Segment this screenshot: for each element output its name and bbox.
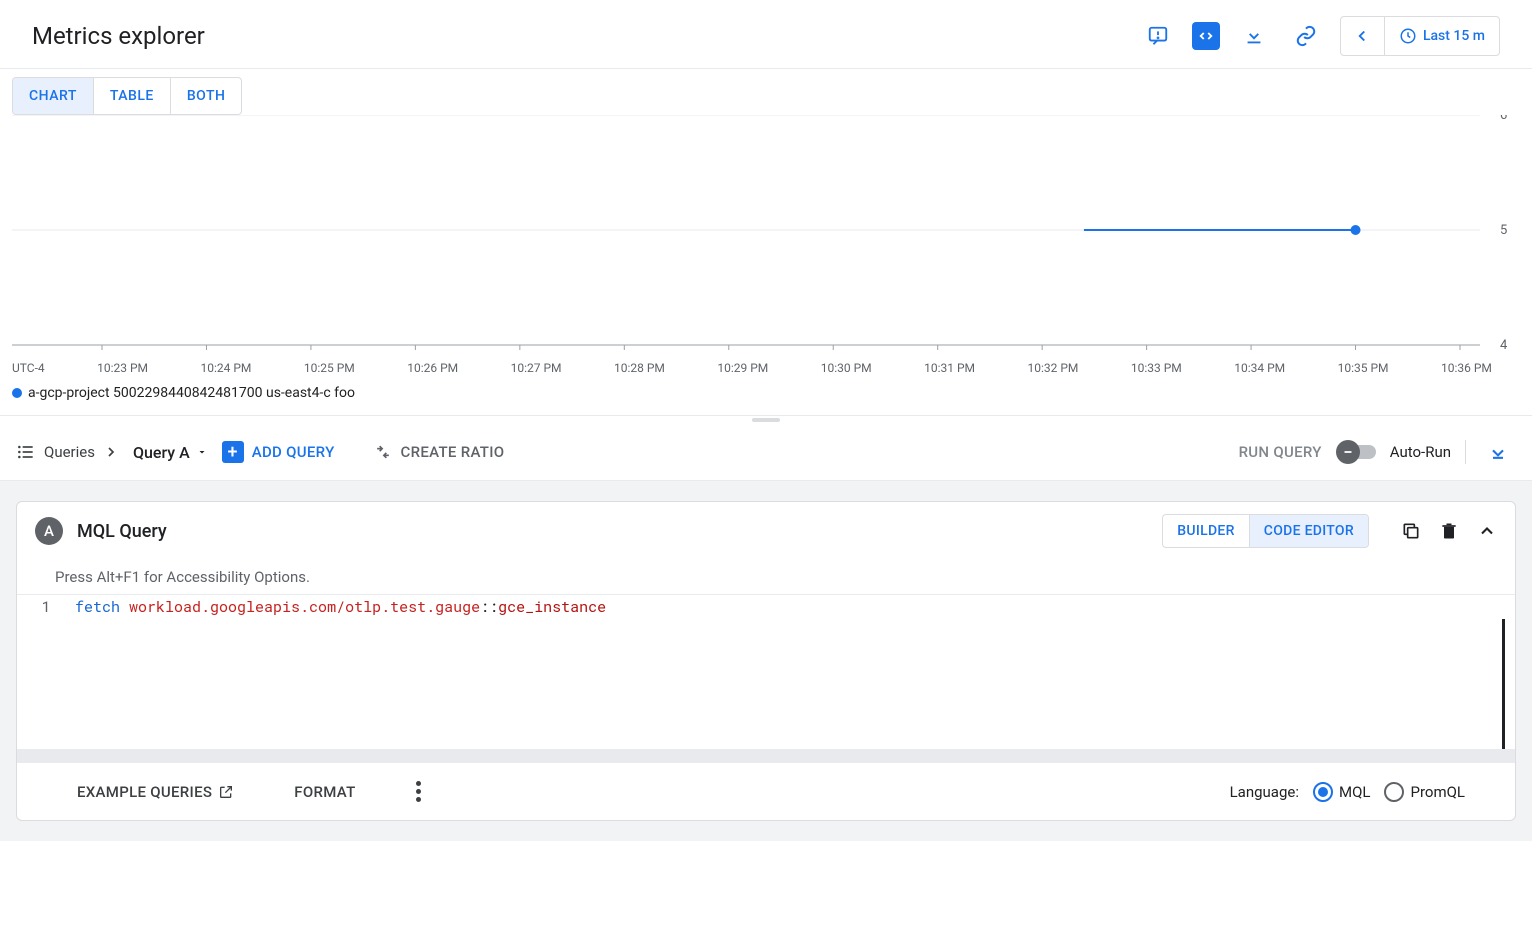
tab-table[interactable]: TABLE (93, 78, 170, 114)
code-editor-mode-button[interactable]: CODE EDITOR (1249, 515, 1368, 547)
auto-run-label: Auto-Run (1390, 443, 1451, 461)
x-tick: 10:33 PM (1131, 361, 1182, 375)
x-tick: 10:34 PM (1234, 361, 1285, 375)
add-query-button[interactable]: + ADD QUERY (222, 441, 335, 463)
collapse-panel-icon[interactable] (1477, 521, 1497, 541)
create-ratio-button[interactable]: CREATE RATIO (373, 442, 505, 462)
panel-badge: A (35, 517, 63, 545)
example-queries-button[interactable]: EXAMPLE QUERIES (77, 783, 234, 801)
x-tick: 10:36 PM (1441, 361, 1492, 375)
code-line: 1 fetch workload.googleapis.com/otlp.tes… (17, 595, 1515, 619)
header: Metrics explorer Last 15 m (0, 0, 1532, 69)
create-ratio-label: CREATE RATIO (401, 443, 505, 461)
panel-icons (1401, 521, 1497, 541)
x-tick: 10:30 PM (821, 361, 872, 375)
x-tick: 10:29 PM (717, 361, 768, 375)
queries-label[interactable]: Queries (16, 442, 119, 462)
x-tick: 10:23 PM (97, 361, 148, 375)
query-panel-a: A MQL Query BUILDER CODE EDITOR Press Al… (16, 501, 1516, 821)
time-range-selector[interactable]: Last 15 m (1385, 17, 1499, 55)
code-spacer (17, 619, 1505, 749)
panel-title: MQL Query (77, 521, 167, 542)
add-query-label: ADD QUERY (252, 443, 335, 461)
divider (1465, 440, 1466, 464)
x-tick: 10:31 PM (924, 361, 975, 375)
chart-area: 4 5 6 (12, 115, 1520, 355)
view-tabs: CHART TABLE BOTH (0, 69, 1532, 115)
clock-icon (1399, 27, 1417, 45)
chart-svg[interactable]: 4 5 6 (12, 115, 1520, 355)
chevron-right-icon (103, 444, 119, 460)
svg-text:5: 5 (1500, 223, 1507, 238)
line-number: 1 (17, 597, 75, 617)
copy-icon[interactable] (1401, 521, 1421, 541)
radio-promql-label: PromQL (1410, 783, 1465, 801)
x-tick: 10:28 PM (614, 361, 665, 375)
svg-text:4: 4 (1500, 338, 1508, 353)
editor-mode-toggle: BUILDER CODE EDITOR (1162, 514, 1369, 548)
timezone-label: UTC-4 (12, 361, 45, 375)
query-panels: A MQL Query BUILDER CODE EDITOR Press Al… (0, 481, 1532, 841)
query-selector[interactable]: Query A (133, 443, 208, 462)
tab-both[interactable]: BOTH (170, 78, 242, 114)
builder-mode-button[interactable]: BUILDER (1163, 515, 1249, 547)
time-range-label: Last 15 m (1423, 28, 1485, 44)
header-actions: Last 15 m (1140, 16, 1500, 56)
radio-mql-label: MQL (1339, 783, 1371, 801)
delete-icon[interactable] (1439, 521, 1459, 541)
radio-mql[interactable]: MQL (1313, 782, 1371, 802)
download-icon[interactable] (1236, 18, 1272, 54)
legend-label: a-gcp-project 5002298440842481700 us-eas… (28, 385, 355, 401)
x-tick: 10:25 PM (304, 361, 355, 375)
minus-icon (1341, 445, 1355, 459)
ratio-icon (373, 442, 393, 462)
x-tick: 10:27 PM (511, 361, 562, 375)
legend-dot (12, 388, 22, 398)
x-tick: 10:24 PM (201, 361, 252, 375)
query-name: Query A (133, 443, 190, 462)
auto-run-toggle[interactable]: Auto-Run (1336, 442, 1451, 462)
scrollbar[interactable] (17, 749, 1515, 763)
x-tick: 10:32 PM (1028, 361, 1079, 375)
collapse-icon[interactable] (1480, 434, 1516, 470)
feedback-icon[interactable] (1140, 18, 1176, 54)
view-tab-group: CHART TABLE BOTH (12, 77, 242, 115)
queries-bar: Queries Query A + ADD QUERY CREATE RATIO… (0, 424, 1532, 481)
x-tick: 10:26 PM (407, 361, 458, 375)
page-title: Metrics explorer (32, 22, 205, 50)
link-icon[interactable] (1288, 18, 1324, 54)
plus-icon: + (222, 441, 244, 463)
run-query-button[interactable]: RUN QUERY (1239, 443, 1322, 461)
code-editor[interactable]: 1 fetch workload.googleapis.com/otlp.tes… (17, 594, 1515, 763)
tab-chart[interactable]: CHART (13, 78, 93, 114)
svg-text:6: 6 (1500, 115, 1507, 123)
language-group: Language: MQL PromQL (1230, 782, 1465, 802)
example-queries-label: EXAMPLE QUERIES (77, 783, 212, 801)
drag-handle[interactable] (0, 416, 1532, 424)
x-tick: 10:35 PM (1338, 361, 1389, 375)
panel-footer: EXAMPLE QUERIES FORMAT Language: MQL Pro… (17, 763, 1515, 820)
external-link-icon (218, 784, 234, 800)
accessibility-hint: Press Alt+F1 for Accessibility Options. (17, 560, 1515, 594)
code-content[interactable]: fetch workload.googleapis.com/otlp.test.… (75, 597, 1515, 617)
time-back-button[interactable] (1341, 17, 1385, 55)
code-icon[interactable] (1192, 22, 1220, 50)
chart-legend: a-gcp-project 5002298440842481700 us-eas… (0, 375, 1532, 416)
chart-x-axis: UTC-4 10:23 PM 10:24 PM 10:25 PM 10:26 PM 10… (0, 355, 1532, 375)
panel-header: A MQL Query BUILDER CODE EDITOR (17, 502, 1515, 560)
time-range-group: Last 15 m (1340, 16, 1500, 56)
radio-promql[interactable]: PromQL (1384, 782, 1465, 802)
format-button[interactable]: FORMAT (294, 783, 355, 801)
caret-down-icon (196, 446, 208, 458)
list-icon (16, 442, 36, 462)
language-label: Language: (1230, 783, 1299, 801)
more-options-button[interactable] (416, 781, 421, 802)
queries-text: Queries (44, 443, 95, 461)
